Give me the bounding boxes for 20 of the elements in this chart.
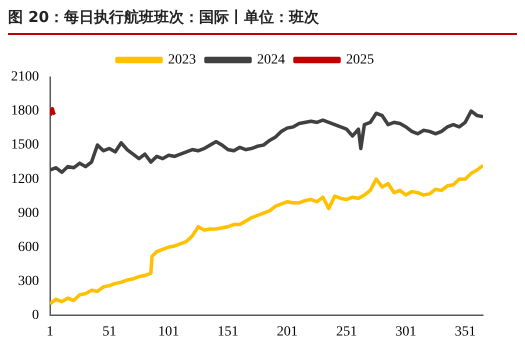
legend-label: 2023 [168, 52, 196, 68]
x-tick-label: 251 [336, 324, 358, 340]
y-tick-label: 600 [18, 240, 39, 255]
chart-title: 图 20：每日执行航班班次：国际丨单位：班次 [8, 8, 517, 35]
x-tick-label: 201 [276, 324, 298, 340]
y-tick-label: 1800 [11, 104, 39, 119]
y-tick-label: 1200 [11, 172, 39, 187]
y-tick-label: 0 [32, 308, 39, 323]
y-tick-label: 1500 [11, 138, 39, 153]
legend-label: 2024 [257, 52, 285, 68]
x-tick-label: 51 [102, 324, 116, 340]
y-tick-label: 900 [18, 206, 39, 221]
x-tick-label: 1 [46, 324, 54, 340]
y-tick-label: 300 [18, 274, 39, 289]
x-tick-label: 301 [395, 324, 416, 340]
x-tick-label: 101 [158, 324, 180, 340]
x-tick-label: 351 [454, 324, 476, 340]
y-tick-label: 2100 [11, 70, 39, 85]
legend-label: 2025 [346, 52, 374, 68]
x-tick-label: 151 [217, 324, 238, 340]
